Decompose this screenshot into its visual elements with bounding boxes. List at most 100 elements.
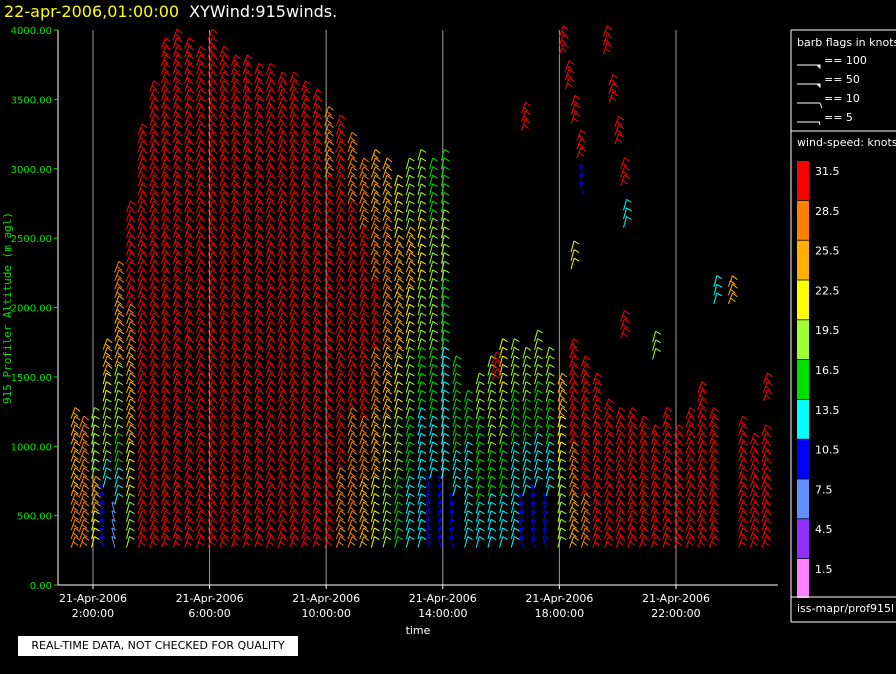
wind-barb	[289, 381, 300, 393]
wind-barb	[300, 527, 311, 540]
wind-barb	[126, 243, 136, 256]
wind-barb	[230, 312, 241, 325]
wind-barb	[487, 441, 497, 454]
wind-barb	[230, 243, 241, 256]
wind-barb	[437, 536, 443, 548]
wind-barb	[487, 407, 497, 419]
wind-barb	[254, 510, 265, 522]
wind-barb	[557, 527, 567, 540]
wind-barb	[464, 493, 473, 505]
wind-barb	[440, 389, 450, 402]
wind-barb	[289, 355, 300, 368]
wind-barb	[569, 364, 579, 376]
wind-barb	[370, 381, 381, 393]
wind-barb	[615, 475, 626, 488]
wind-barb	[475, 407, 485, 419]
wind-barb	[324, 321, 335, 333]
wind-barb	[91, 484, 101, 497]
wind-barb	[417, 475, 427, 488]
wind-barb	[405, 381, 415, 393]
wind-barb	[347, 467, 358, 479]
wind-barb	[172, 217, 183, 230]
y-axis-label: 915 Profiler Altitude (m agl)	[1, 212, 14, 404]
wind-barb	[254, 217, 265, 230]
wind-barb	[242, 235, 253, 247]
wind-barb	[359, 501, 370, 514]
wind-barb	[405, 484, 415, 497]
wind-barb	[70, 458, 81, 471]
wind-barb	[242, 415, 253, 428]
wind-barb	[487, 372, 497, 385]
wind-barb	[242, 518, 253, 531]
wind-barb	[207, 71, 218, 84]
wind-barb	[370, 226, 381, 239]
wind-barb	[184, 71, 195, 84]
wind-barb	[749, 458, 760, 471]
wind-barb	[219, 424, 230, 436]
wind-barb	[674, 493, 684, 505]
wind-barb	[662, 501, 673, 514]
wind-barb	[149, 80, 160, 92]
wind-barb	[195, 157, 206, 170]
wind-barb	[335, 441, 346, 454]
wind-barb	[254, 166, 265, 178]
wind-barb	[531, 536, 536, 548]
wind-barb	[265, 398, 276, 411]
wind-barb	[324, 269, 335, 282]
wind-barb	[440, 398, 450, 411]
wind-barb	[359, 493, 370, 505]
wind-barb	[277, 192, 288, 204]
wind-barb	[569, 450, 579, 462]
wind-barb	[195, 518, 206, 531]
wind-barb	[137, 269, 148, 282]
wind-barb	[300, 295, 311, 307]
wind-barb	[510, 467, 520, 479]
wind-barb	[417, 166, 427, 178]
wind-barb	[242, 364, 253, 376]
wind-barb	[114, 321, 125, 333]
wind-barb	[499, 364, 508, 376]
wind-barb	[265, 278, 276, 290]
wind-barb	[126, 527, 135, 540]
wind-barb	[359, 209, 370, 221]
wind-barb	[149, 131, 160, 144]
wind-barb	[219, 484, 230, 497]
wind-barb	[195, 312, 206, 325]
wind-barb	[429, 407, 438, 419]
y-tick-label: 1000.00	[11, 442, 52, 453]
wind-barb	[749, 510, 760, 522]
wind-barb	[440, 217, 450, 230]
wind-barb	[149, 278, 160, 290]
wind-barb	[79, 467, 90, 479]
wind-barb	[300, 80, 311, 92]
wind-barb	[230, 97, 241, 109]
wind-barb	[697, 432, 708, 445]
speed-legend-swatch	[797, 161, 809, 200]
wind-barb	[300, 467, 311, 479]
wind-barb	[300, 278, 311, 290]
wind-barb	[335, 209, 346, 221]
wind-barb	[207, 183, 218, 196]
wind-barb	[405, 389, 415, 402]
wind-barb	[161, 114, 171, 127]
wind-barb	[627, 518, 638, 531]
wind-barb	[347, 518, 358, 531]
wind-barb	[452, 407, 462, 419]
wind-barb	[464, 475, 473, 488]
wind-barb	[417, 157, 427, 170]
wind-barb	[207, 209, 218, 221]
wind-barb	[417, 501, 427, 514]
wind-barb	[312, 235, 323, 247]
wind-barb	[277, 260, 288, 273]
wind-barb	[569, 389, 579, 402]
wind-barb	[161, 493, 171, 505]
wind-barb	[359, 536, 370, 548]
speed-legend-label: 4.5	[815, 523, 833, 536]
wind-barb	[149, 484, 160, 497]
wind-barb	[335, 303, 346, 316]
wind-barb	[79, 527, 90, 540]
wind-barb	[265, 226, 276, 239]
wind-barb	[70, 527, 81, 540]
wind-barb	[405, 415, 415, 428]
wind-barb	[324, 424, 335, 436]
